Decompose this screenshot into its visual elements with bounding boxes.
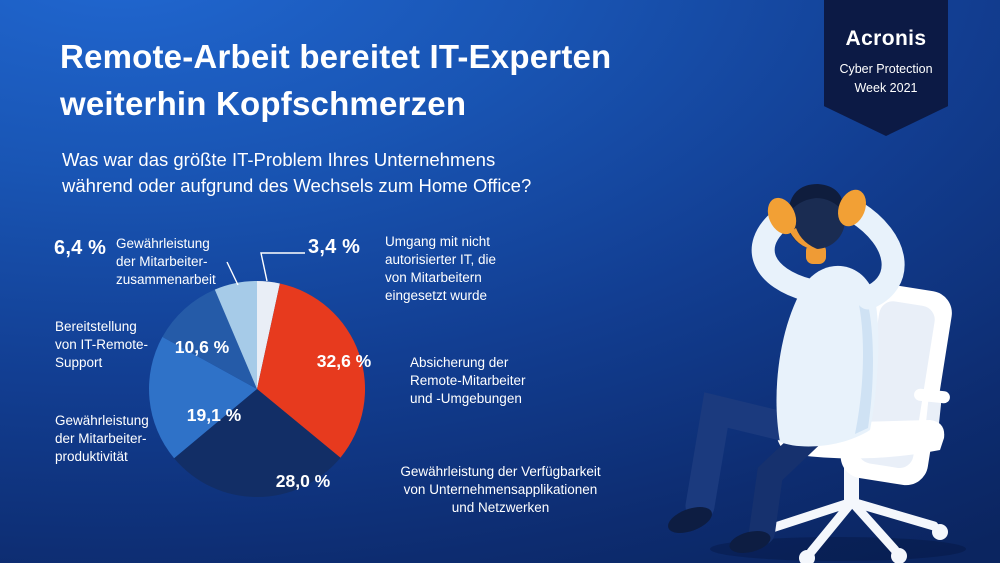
- callout-remote-support: Bereitstellung von IT-Remote- Support: [55, 319, 149, 371]
- pie-value-labels: 32,6 % 28,0 % 19,1 % 10,6 %: [175, 337, 372, 491]
- callout-line-shadow-it: [260, 252, 305, 282]
- pie-value-label: 19,1 %: [187, 405, 242, 425]
- person-torso: [776, 265, 879, 447]
- chair-base: [761, 497, 939, 557]
- survey-question: Was war das größte IT-Problem Ihres Unte…: [62, 149, 532, 196]
- person-arms: [751, 200, 905, 310]
- pie-slice-5: [214, 281, 257, 389]
- pie-slice-3: [149, 336, 257, 459]
- badge-event-label: Cyber Protection Week 2021: [839, 62, 933, 95]
- callout-line-collaboration: [226, 261, 239, 286]
- pie-slice-4: [162, 289, 257, 389]
- person-neck: [806, 244, 826, 264]
- acronis-logo: Acronis: [845, 27, 927, 50]
- acronis-badge: Acronis Cyber Protection Week 2021: [824, 0, 948, 136]
- callout-collaboration: Gewährleistung der Mitarbeiter- zusammen…: [116, 236, 216, 288]
- callout-securing: Absicherung der Remote-Mitarbeiter und -…: [410, 355, 526, 407]
- page-title: Remote-Arbeit bereitet IT-Experten weite…: [60, 38, 612, 122]
- pie-value-label: 10,6 %: [175, 337, 230, 357]
- pie-slice-0: [257, 281, 280, 389]
- callout-availability: Gewährleistung der Verfügbarkeit von Unt…: [400, 464, 601, 516]
- person-head: [787, 191, 845, 249]
- pie-slice-2: [174, 389, 341, 498]
- pie-slices: [149, 281, 366, 498]
- pie-slice-1: [257, 283, 366, 458]
- person-illustration: [668, 184, 966, 563]
- pie-value-label: 28,0 %: [276, 471, 331, 491]
- person-hand-right: [838, 189, 866, 227]
- callout-productivity: Gewährleistung der Mitarbeiter- produkti…: [55, 413, 149, 465]
- person-legs: [668, 392, 823, 553]
- person-torso-shade: [855, 296, 873, 434]
- pie-value-label: 32,6 %: [317, 351, 372, 371]
- callout-shadow-it: Umgang mit nicht autorisierter IT, die v…: [385, 234, 497, 304]
- value-label-shadow-it: 3,4 %: [308, 236, 361, 258]
- person-hand-left: [767, 197, 797, 235]
- person-face: [790, 228, 820, 250]
- value-label-collaboration: 6,4 %: [54, 237, 107, 259]
- person-hair: [788, 184, 844, 214]
